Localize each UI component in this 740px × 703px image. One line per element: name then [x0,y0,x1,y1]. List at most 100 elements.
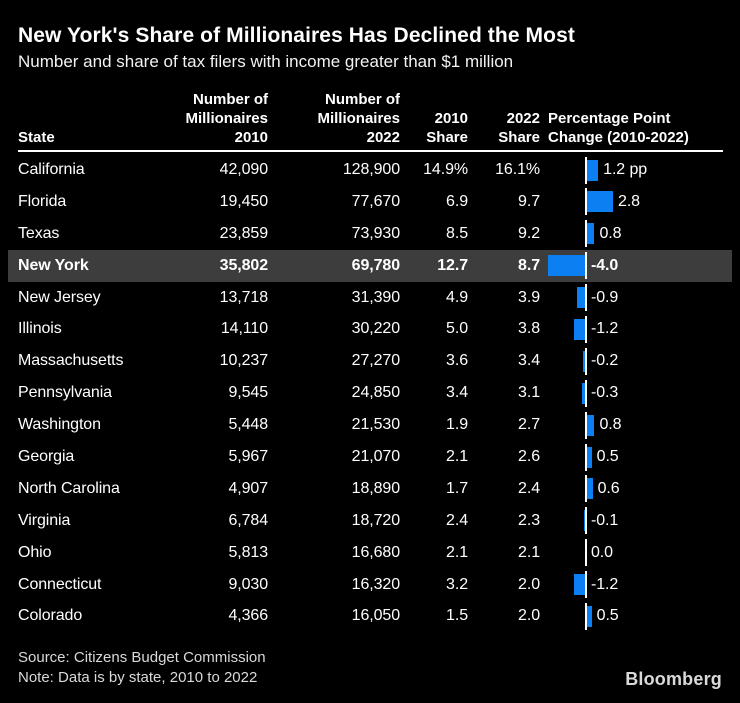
state-name: Illinois [18,320,62,338]
column-header-millionaires-2010: Number of Millionaires 2010 [185,91,268,146]
pp-change-cell: 0.8 [540,409,722,441]
pp-change-value: -0.2 [591,352,619,370]
millionaires-2022-value: 21,070 [351,447,400,465]
millionaires-2022-value: 24,850 [351,384,400,402]
table-row: Pennsylvania 9,545 24,850 3.4 3.1 -0.3 [0,377,740,409]
share-2010-value: 1.7 [446,479,468,497]
millionaires-2022-value: 128,900 [342,160,400,178]
share-2010-value: 5.0 [446,320,468,338]
pp-change-cell: -0.1 [540,505,722,537]
zero-axis-line [585,252,587,280]
pp-change-bar [576,287,585,309]
zero-axis-line [585,379,587,407]
pp-change-bar [587,159,599,181]
column-header-2010-share: 2010 Share [426,110,468,146]
pp-change-value: -0.9 [591,288,619,306]
column-header-pp-change: Percentage Point Change (2010-2022) [548,110,689,146]
zero-axis-line [585,507,587,535]
pp-change-value: -1.2 [591,575,619,593]
column-header-millionaires-2022: Number of Millionaires 2022 [317,91,400,146]
millionaires-2010-value: 5,967 [228,447,268,465]
table-row: Massachusetts 10,237 27,270 3.6 3.4 -0.2 [0,345,740,377]
pp-change-value: 0.0 [591,543,613,561]
millionaires-2010-value: 42,090 [219,160,268,178]
header-rule [18,150,723,152]
state-name: Virginia [18,511,71,529]
pp-change-cell: 0.6 [540,473,722,505]
table-header: State Number of Millionaires 2010 Number… [0,84,740,147]
table-row: Georgia 5,967 21,070 2.1 2.6 0.5 [0,441,740,473]
share-2022-value: 16.1% [495,160,540,178]
pp-change-value: -4.0 [591,256,619,274]
millionaires-2022-value: 16,050 [351,607,400,625]
pp-change-cell: -0.9 [540,282,722,314]
millionaires-2022-value: 16,680 [351,543,400,561]
zero-axis-line [585,539,587,567]
pp-change-bar [582,382,585,404]
zero-axis-line [585,411,587,439]
share-2010-value: 3.4 [446,384,468,402]
share-2022-value: 2.3 [518,511,540,529]
state-name: Colorado [18,607,83,625]
state-name: Connecticut [18,575,102,593]
state-name: North Carolina [18,479,120,497]
millionaires-2010-value: 19,450 [219,192,268,210]
zero-axis-line [585,443,587,471]
source-line: Source: Citizens Budget Commission [18,649,266,666]
millionaires-2022-value: 16,320 [351,575,400,593]
pp-change-value: -1.2 [591,320,619,338]
pp-change-bar [587,605,592,627]
pp-change-cell: 0.5 [540,600,722,632]
share-2022-value: 2.0 [518,575,540,593]
zero-axis-line [585,220,587,248]
pp-change-cell: -4.0 [540,250,722,282]
pp-change-value: 1.2 pp [603,160,648,178]
millionaires-2010-value: 23,859 [219,224,268,242]
pp-change-value: 0.6 [597,479,620,497]
share-2010-value: 2.1 [446,447,468,465]
millionaires-2010-value: 10,237 [219,352,268,370]
zero-axis-line [585,475,587,503]
millionaires-2010-value: 13,718 [219,288,268,306]
table-row: Colorado 4,366 16,050 1.5 2.0 0.5 [0,600,740,632]
share-2010-value: 3.2 [446,575,468,593]
millionaires-2022-value: 73,930 [351,224,400,242]
pp-change-bar [587,478,593,500]
millionaires-2022-value: 18,890 [351,479,400,497]
share-2010-value: 2.1 [446,543,468,561]
pp-change-cell: 0.8 [540,218,722,250]
state-name: California [18,160,85,178]
pp-change-value: -0.3 [591,384,619,402]
share-2010-value: 12.7 [437,256,468,274]
pp-change-cell: 1.2 pp [540,154,722,186]
zero-axis-line [585,315,587,343]
pp-change-value: 0.5 [596,447,619,465]
share-2022-value: 9.7 [518,192,540,210]
share-2022-value: 2.4 [518,479,540,497]
zero-axis-line [585,188,587,216]
note-line: Note: Data is by state, 2010 to 2022 [18,669,258,686]
zero-axis-line [585,602,587,630]
pp-change-cell: -1.2 [540,569,722,601]
millionaires-2022-value: 30,220 [351,320,400,338]
state-name: Ohio [18,543,52,561]
millionaires-2022-value: 27,270 [351,352,400,370]
column-header-2022-share: 2022 Share [498,110,540,146]
pp-change-bar [587,223,595,245]
table-row: North Carolina 4,907 18,890 1.7 2.4 0.6 [0,473,740,505]
share-2022-value: 2.6 [518,447,540,465]
table-row: Illinois 14,110 30,220 5.0 3.8 -1.2 [0,313,740,345]
pp-change-cell: 2.8 [540,186,722,218]
table-row: California 42,090 128,900 14.9% 16.1% 1.… [0,154,740,186]
state-name: Texas [18,224,60,242]
share-2022-value: 2.0 [518,607,540,625]
pp-change-value: -0.1 [591,511,619,529]
pp-change-cell: -0.3 [540,377,722,409]
share-2022-value: 3.8 [518,320,540,338]
table-row: Virginia 6,784 18,720 2.4 2.3 -0.1 [0,505,740,537]
millionaires-2010-value: 14,110 [220,320,268,338]
millionaires-2010-value: 9,030 [228,575,268,593]
millionaires-2010-value: 9,545 [228,384,268,402]
zero-axis-line [585,347,587,375]
share-2022-value: 3.4 [518,352,540,370]
